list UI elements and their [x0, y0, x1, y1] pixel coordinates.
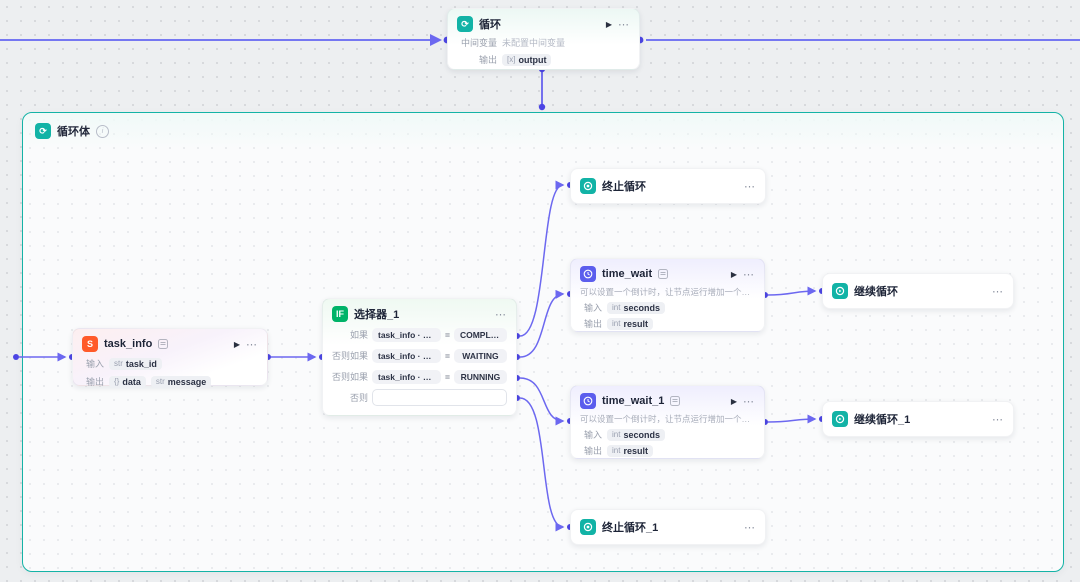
- node-continue-loop-1[interactable]: 继续循环_1 ⋯: [822, 401, 1014, 437]
- condition-operator[interactable]: =: [444, 350, 450, 361]
- node-menu-button[interactable]: ⋯: [744, 521, 756, 534]
- memo-icon: [658, 269, 669, 279]
- node-title: 选择器_1: [354, 309, 400, 321]
- condition-left[interactable]: task_info · st…: [372, 327, 441, 342]
- mid-var-value: 未配置中间变量: [502, 38, 566, 48]
- condition-left[interactable]: task_info · st…: [372, 348, 441, 363]
- node-menu-button[interactable]: ⋯: [495, 308, 507, 321]
- condition-row[interactable]: 否则如果 task_info · st… = WAITING: [332, 347, 507, 364]
- input-label: 输入: [583, 303, 602, 313]
- continue-loop-icon: [832, 411, 848, 427]
- if-icon: IF: [332, 306, 348, 322]
- info-icon[interactable]: i: [96, 124, 109, 138]
- clock-icon: [580, 393, 596, 409]
- node-loop[interactable]: ⟳ 循环 ▶ ⋯ 中间变量 未配置中间变量 输出 [x] output: [447, 8, 640, 70]
- node-time-wait-1[interactable]: time_wait_1 ▶ ⋯ 可以设置一个倒计时，让节点运行增加一个等待，可搭…: [570, 385, 765, 459]
- node-terminate-loop-1[interactable]: 终止循环_1 ⋯: [570, 509, 766, 545]
- node-title: 终止循环_1: [602, 522, 659, 534]
- terminate-loop-icon: [580, 519, 596, 535]
- node-description: 可以设置一个倒计时，让节点运行增加一个等待，可搭配异步…: [580, 287, 755, 297]
- param-pill: int seconds: [607, 301, 665, 314]
- condition-operator[interactable]: =: [444, 329, 450, 340]
- else-row[interactable]: 否则: [332, 389, 507, 406]
- node-title: 继续循环: [854, 286, 898, 298]
- node-title: 终止循环: [602, 181, 646, 193]
- node-terminate-loop[interactable]: 终止循环 ⋯: [570, 168, 766, 204]
- node-description: 可以设置一个倒计时，让节点运行增加一个等待，可搭配异步…: [580, 414, 755, 424]
- condition-right[interactable]: WAITING: [453, 348, 507, 363]
- loop-body-header: ⟳ 循环体 i: [23, 113, 1063, 149]
- run-node-button[interactable]: ▶: [233, 339, 240, 349]
- input-label: 输入: [85, 359, 104, 369]
- condition-operator[interactable]: =: [444, 371, 450, 382]
- node-title: 循环: [479, 19, 501, 31]
- memo-icon: [670, 396, 681, 406]
- node-time-wait[interactable]: time_wait ▶ ⋯ 可以设置一个倒计时，让节点运行增加一个等待，可搭配异…: [570, 258, 765, 332]
- output-label: 输出: [85, 377, 104, 387]
- condition-row[interactable]: 如果 task_info · st… = COMPLETED: [349, 327, 507, 342]
- else-branch-field[interactable]: [372, 389, 507, 406]
- node-title: time_wait_1: [602, 395, 665, 407]
- param-pill: str message: [150, 375, 212, 388]
- param-pill: {} data: [109, 375, 146, 388]
- node-menu-button[interactable]: ⋯: [743, 395, 755, 408]
- run-node-button[interactable]: ▶: [730, 396, 737, 406]
- node-title: task_info: [104, 338, 153, 350]
- continue-loop-icon: [832, 283, 848, 299]
- condition-row[interactable]: 否则如果 task_info · st… = RUNNING: [332, 368, 507, 385]
- node-continue-loop[interactable]: 继续循环 ⋯: [822, 273, 1014, 309]
- node-menu-button[interactable]: ⋯: [246, 338, 258, 351]
- param-pill: str task_id: [109, 357, 162, 370]
- node-task-info[interactable]: S task_info ▶ ⋯ 输入 str task_id 输出 {} data …: [72, 328, 268, 388]
- output-label: 输出: [583, 446, 602, 456]
- condition-left[interactable]: task_info · st…: [372, 369, 441, 384]
- loop-icon: ⟳: [457, 16, 473, 32]
- input-label: 输入: [583, 430, 602, 440]
- node-menu-button[interactable]: ⋯: [618, 18, 630, 31]
- condition-right[interactable]: RUNNING: [453, 369, 507, 384]
- sql-plugin-icon: S: [82, 336, 98, 352]
- output-pill: [x] output: [502, 53, 552, 66]
- loop-icon: ⟳: [35, 123, 51, 139]
- run-node-button[interactable]: ▶: [730, 269, 737, 279]
- memo-icon: [158, 339, 169, 349]
- node-title: 继续循环_1: [854, 414, 911, 426]
- node-menu-button[interactable]: ⋯: [992, 285, 1004, 298]
- node-menu-button[interactable]: ⋯: [992, 413, 1004, 426]
- run-node-button[interactable]: ▶: [605, 19, 612, 29]
- terminate-loop-icon: [580, 178, 596, 194]
- node-menu-button[interactable]: ⋯: [743, 268, 755, 281]
- clock-icon: [580, 266, 596, 282]
- output-label: 输出: [478, 55, 497, 65]
- condition-right[interactable]: COMPLETED: [453, 327, 507, 342]
- node-menu-button[interactable]: ⋯: [744, 180, 756, 193]
- node-title: time_wait: [602, 268, 653, 280]
- node-selector[interactable]: IF 选择器_1 ⋯ 如果 task_info · st… = COMPLETE…: [322, 298, 517, 416]
- param-pill: int result: [607, 444, 653, 457]
- output-label: 输出: [583, 319, 602, 329]
- param-pill: int result: [607, 317, 653, 330]
- param-pill: int seconds: [607, 428, 665, 441]
- loop-body-title: 循环体: [57, 126, 90, 138]
- mid-var-label: 中间变量: [460, 38, 497, 48]
